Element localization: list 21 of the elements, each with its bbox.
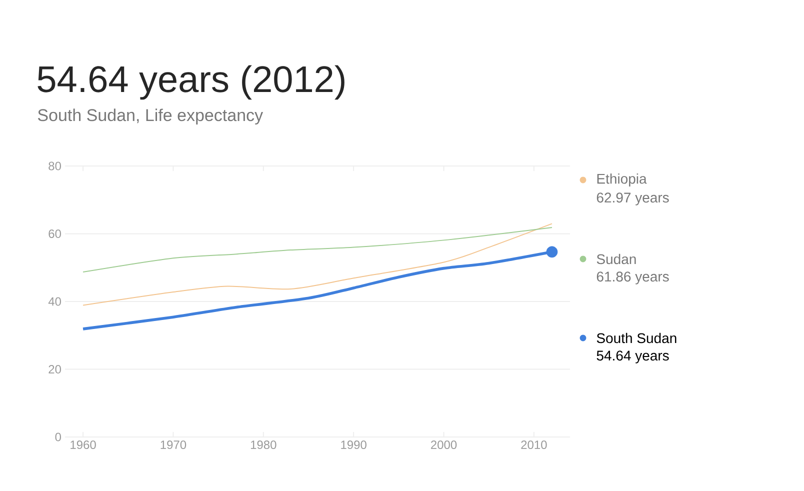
line-series xyxy=(82,223,552,306)
x-tick-label: 2000 xyxy=(431,440,457,450)
text: 62.97 years xyxy=(596,192,669,206)
x-tick-label: 1970 xyxy=(160,440,186,450)
line-series xyxy=(82,226,552,273)
y-tick-label: 20 xyxy=(48,365,62,374)
y-tick-label: 80 xyxy=(48,162,62,170)
y-tick-label: 0 xyxy=(55,432,62,442)
text: 54.64 years xyxy=(596,350,669,364)
chart-title: 54.64 years (2012) xyxy=(38,65,344,100)
legend-label: Ethiopia xyxy=(597,173,647,187)
chart-subtitle: South Sudan, Life expectancy xyxy=(38,108,264,125)
x-tick-label: 2010 xyxy=(521,440,547,450)
x-tick-label: 1980 xyxy=(250,440,276,450)
legend-label: Sudan xyxy=(596,254,636,264)
y-tick-label: 40 xyxy=(48,297,62,306)
y-tick-label: 60 xyxy=(48,230,62,238)
x-tick-label: 1960 xyxy=(70,440,96,450)
text: 61.86 years xyxy=(596,272,669,284)
legend-label: South Sudan xyxy=(596,332,676,344)
x-tick-label: 1990 xyxy=(341,440,366,450)
